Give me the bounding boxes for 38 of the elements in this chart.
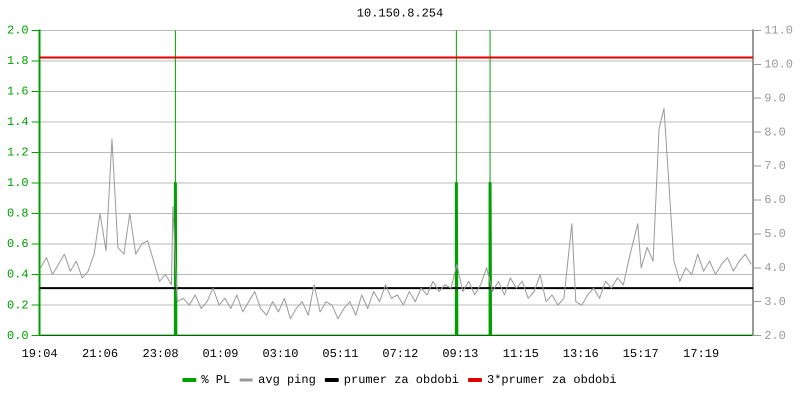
x-tick-label: 09:13 [442, 346, 478, 361]
y-tick-label: 0.6 [6, 237, 29, 252]
y-tick-label: 1.0 [6, 176, 29, 190]
chart-title: 10.150.8.254 [356, 6, 444, 20]
y2-tick-label: 5.0 [764, 227, 786, 242]
y2-tick-label: 8.0 [764, 125, 786, 140]
y-tick-label: 1.8 [6, 54, 29, 68]
y2-tick-label: 4.0 [764, 260, 786, 275]
x-tick-label: 11:15 [502, 346, 539, 361]
y-tick-label: 1.6 [6, 84, 29, 99]
y2-tick-label: 2.0 [764, 328, 786, 343]
x-tick-label: 13:16 [562, 346, 599, 361]
y2-tick-label: 7.0 [764, 159, 786, 174]
y2-tick-label: 6.0 [764, 193, 786, 208]
legend-label: 3*prumer za obdobi [487, 373, 617, 388]
y2-tick-label: 10.0 [764, 57, 794, 72]
x-tick-label: 23:08 [142, 346, 179, 361]
legend-label: % PL [201, 373, 230, 388]
y2-tick-label: 11.0 [764, 24, 794, 38]
x-tick-label: 01:09 [202, 346, 238, 361]
y-tick-label: 1.2 [6, 146, 29, 160]
y-tick-label: 2.0 [6, 24, 29, 38]
legend-label: avg ping [258, 373, 316, 388]
y-tick-label: 0.0 [6, 328, 29, 343]
y2-tick-label: 9.0 [764, 91, 786, 106]
y-tick-label: 1.4 [6, 115, 29, 130]
x-tick-label: 17:19 [683, 346, 720, 361]
y-tick-label: 0.8 [6, 206, 29, 221]
legend-label: prumer za obdobi [344, 373, 460, 388]
y-tick-label: 0.4 [6, 268, 29, 282]
x-tick-label: 03:10 [262, 346, 298, 361]
x-tick-label: 07:12 [382, 346, 418, 361]
x-tick-label: 19:04 [22, 346, 58, 361]
x-tick-label: 05:11 [322, 346, 358, 361]
y2-tick-label: 3.0 [764, 294, 786, 309]
x-tick-label: 15:17 [622, 346, 659, 361]
x-tick-label: 21:06 [82, 346, 118, 361]
y-tick-label: 0.2 [6, 298, 29, 312]
